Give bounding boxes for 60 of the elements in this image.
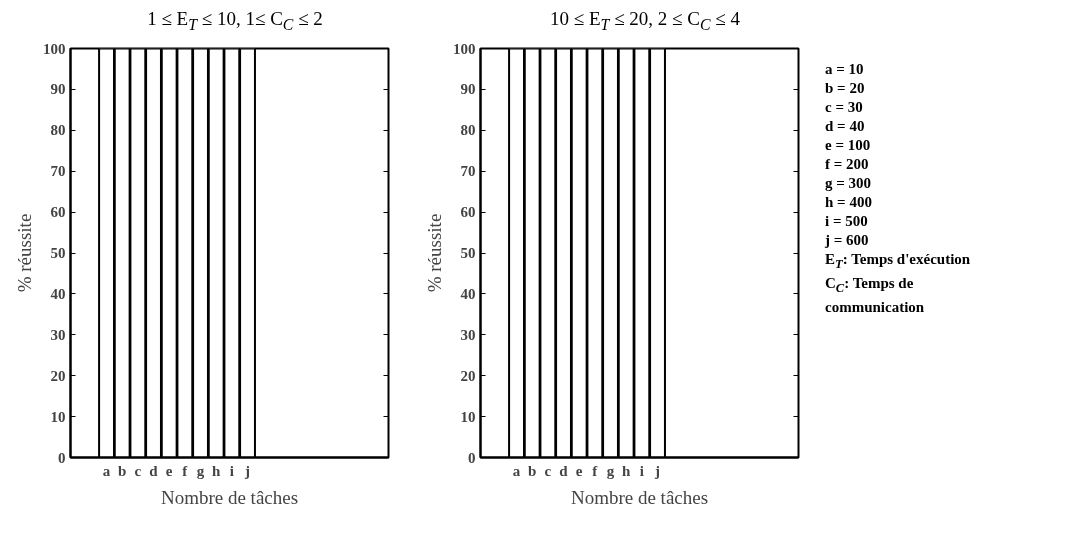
y-axis-title: % réussite bbox=[424, 213, 445, 293]
x-tick-label: a bbox=[512, 462, 521, 479]
x-tick-label: e bbox=[575, 462, 583, 479]
y-tick-label: 90 bbox=[50, 81, 66, 98]
y-tick-label: 40 bbox=[50, 285, 66, 302]
x-tick-label: g bbox=[606, 462, 615, 479]
y-tick-label: 0 bbox=[468, 449, 476, 466]
y-tick-label: 0 bbox=[58, 449, 66, 466]
y-tick-label: 50 bbox=[460, 245, 476, 261]
text: b = 20 bbox=[825, 79, 866, 98]
text: d = 40 bbox=[825, 117, 866, 136]
x-tick-label: h bbox=[212, 462, 222, 479]
text: f = 200 bbox=[825, 155, 870, 174]
chart-title: 1 ≤ E$_{T}$ ≤ 10, 1≤ C$_{C}$ ≤ 2 bbox=[146, 7, 324, 35]
x-tick-label: h bbox=[622, 462, 632, 479]
y-tick-label: 20 bbox=[460, 367, 476, 384]
y-tick-label: 10 bbox=[460, 408, 476, 425]
y-axis-title: % réussite bbox=[14, 213, 35, 293]
y-tick-label: 30 bbox=[50, 326, 66, 343]
x-tick-label: j bbox=[244, 462, 251, 479]
x-tick-label: a bbox=[102, 462, 111, 479]
x-tick-label: g bbox=[196, 462, 205, 479]
x-axis-title: Nombre de tâches bbox=[160, 486, 299, 508]
text: E$_{T}$: Temps d'exécution bbox=[825, 250, 972, 273]
chart-title: 10 ≤ E$_{T}$ ≤ 20, 2 ≤ C$_{C}$ ≤ 4 bbox=[549, 7, 741, 35]
text: a = 10 bbox=[825, 60, 865, 79]
x-tick-label: c bbox=[544, 462, 552, 479]
x-tick-label: d bbox=[149, 462, 159, 479]
y-tick-label: 30 bbox=[460, 326, 476, 343]
y-tick-label: 90 bbox=[460, 81, 476, 98]
x-tick-label: d bbox=[559, 462, 569, 479]
x-axis-title: Nombre de tâches bbox=[570, 486, 709, 508]
y-tick-label: 80 bbox=[50, 122, 66, 139]
y-tick-label: 70 bbox=[50, 163, 66, 180]
text: e = 100 bbox=[825, 136, 872, 155]
x-tick-label: i bbox=[229, 462, 234, 479]
text: g = 300 bbox=[825, 174, 873, 193]
x-tick-label: f bbox=[592, 462, 599, 479]
y-tick-label: 60 bbox=[50, 204, 66, 221]
x-tick-label: c bbox=[134, 462, 142, 479]
text: i = 500 bbox=[825, 212, 869, 231]
text: h = 400 bbox=[825, 193, 873, 212]
x-tick-label: f bbox=[182, 462, 189, 479]
x-tick-label: i bbox=[639, 462, 644, 479]
y-tick-label: 70 bbox=[460, 163, 476, 180]
x-tick-label: j bbox=[654, 462, 661, 479]
y-tick-label: 100 bbox=[43, 40, 66, 57]
y-tick-label: 50 bbox=[50, 245, 66, 261]
text: j = 600 bbox=[825, 231, 870, 250]
y-tick-label: 100 bbox=[453, 40, 476, 57]
y-tick-label: 10 bbox=[50, 408, 66, 425]
x-tick-label: b bbox=[118, 462, 127, 479]
y-tick-label: 60 bbox=[460, 204, 476, 221]
y-tick-label: 20 bbox=[50, 367, 66, 384]
x-tick-label: b bbox=[528, 462, 537, 479]
y-tick-label: 40 bbox=[460, 285, 476, 302]
y-tick-label: 80 bbox=[460, 122, 476, 139]
text: c = 30 bbox=[825, 98, 864, 117]
text: C$_{C}$: Temps de communication bbox=[825, 274, 926, 317]
x-tick-label: e bbox=[165, 462, 173, 479]
